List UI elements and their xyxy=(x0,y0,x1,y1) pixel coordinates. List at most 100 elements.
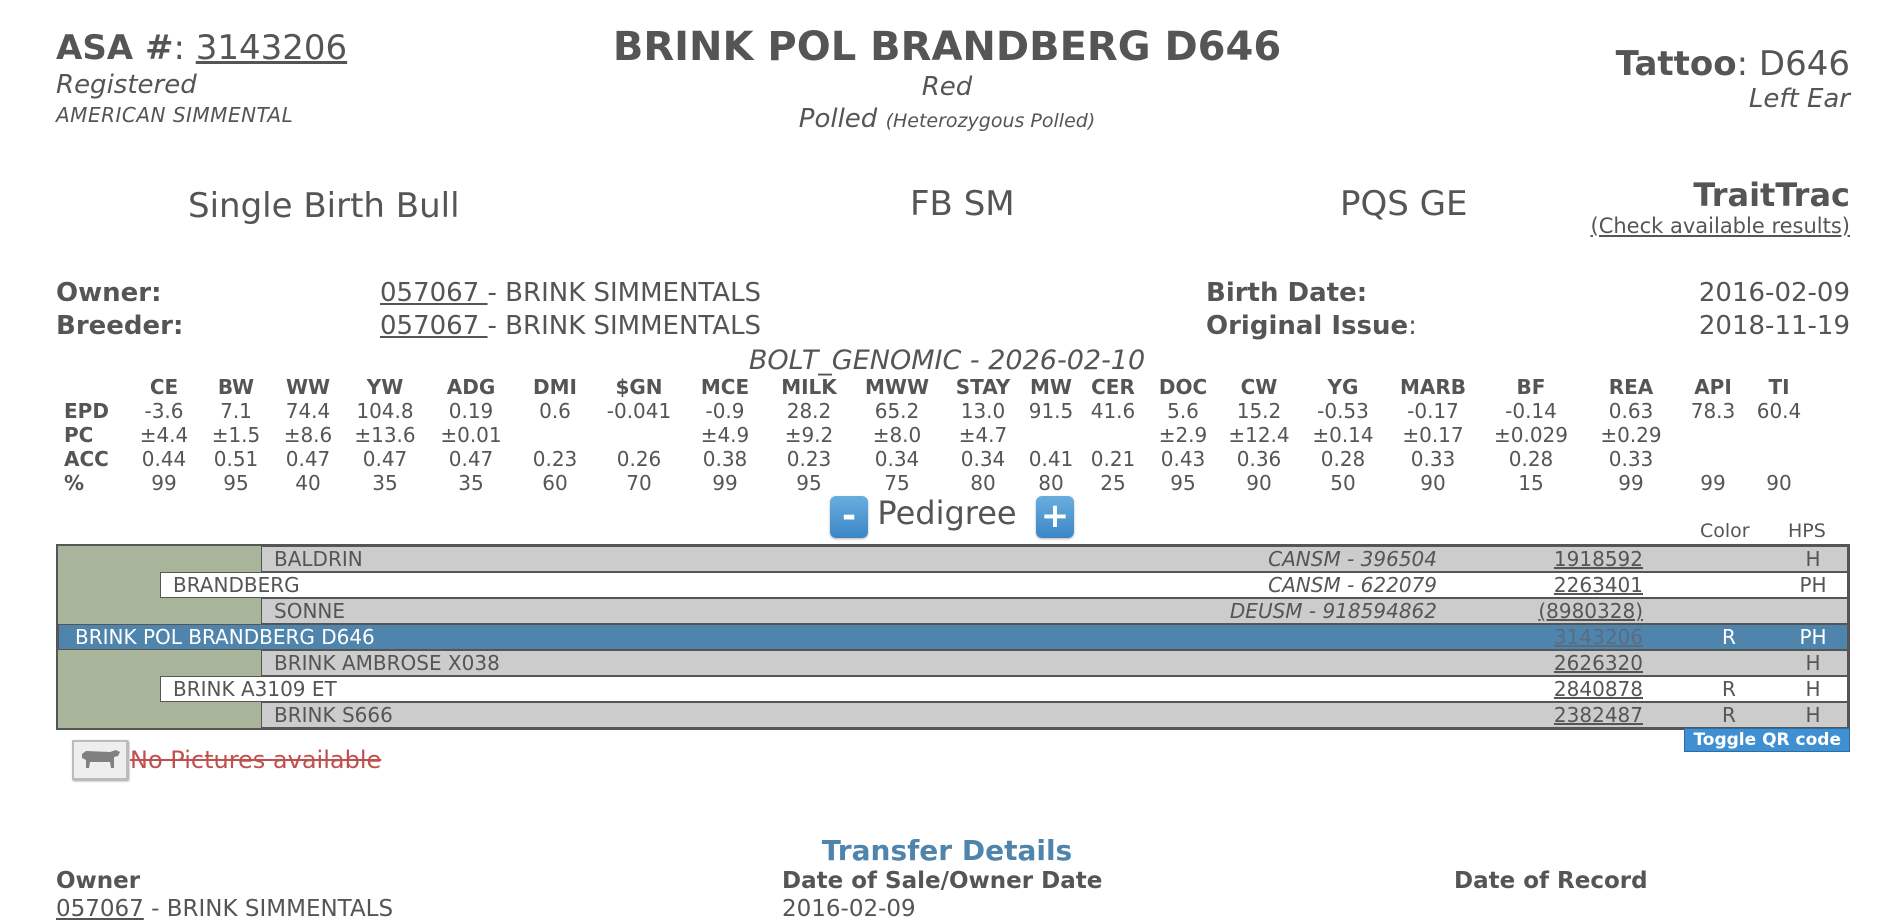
epd-col-mce: MCE xyxy=(700,375,750,399)
epd-cell: 74.4 xyxy=(285,399,331,423)
pedigree-reg-link[interactable]: 2382487 xyxy=(1553,703,1643,727)
asa-label: ASA # xyxy=(56,28,174,68)
epd-cell: 99 xyxy=(1700,471,1726,495)
transfer-owner-label: Owner xyxy=(56,868,141,894)
original-issue: Original Issue: xyxy=(1206,311,1417,341)
epd-cell: 80 xyxy=(970,471,996,495)
epd-corner xyxy=(56,375,128,399)
toggle-qr-button[interactable]: Toggle QR code xyxy=(1684,728,1850,752)
epd-col-mww: MWW xyxy=(864,375,930,399)
owner-id-link[interactable]: 057067 xyxy=(380,278,488,308)
epd-cell: -3.6 xyxy=(144,399,184,423)
epd-row-label: PC xyxy=(64,423,94,447)
epd-cell: ±13.6 xyxy=(354,423,416,447)
breeder-value: 057067 - BRINK SIMMENTALS xyxy=(380,311,761,341)
date-of-record-label: Date of Record xyxy=(1454,868,1648,894)
epd-table: CE BW WW YW ADG DMI $GN MCE MILK MWW STAY MW CER DOC C… xyxy=(56,375,1812,495)
pedigree-reg-link[interactable]: (8980328) xyxy=(1538,599,1643,623)
pedigree-name[interactable]: BRINK S666 xyxy=(274,703,393,727)
epd-cell: 99 xyxy=(1618,471,1644,495)
epd-cell: ±0.17 xyxy=(1402,423,1464,447)
epd-col-stay: STAY xyxy=(955,375,1011,399)
epd-cell: 0.28 xyxy=(1320,447,1366,471)
pedigree-reg-link[interactable]: 2626320 xyxy=(1553,651,1643,675)
epd-cell: 0.47 xyxy=(362,447,408,471)
pedigree-row-dam-sire[interactable]: BRINK AMBROSE X038 2626320 H xyxy=(261,650,1848,676)
pedigree-row-subject[interactable]: BRINK POL BRANDBERG D646 3143206 R PH xyxy=(58,624,1848,650)
pedigree-row-dam[interactable]: BRINK A3109 ET 2840878 R H xyxy=(160,676,1848,702)
pedigree-expand-button[interactable]: + xyxy=(1036,496,1074,538)
epd-col-yw: YW xyxy=(366,375,404,399)
epd-cell xyxy=(1680,447,1746,471)
transfer-owner-name: - BRINK SIMMENTALS xyxy=(143,896,394,922)
epd-cell: ±2.9 xyxy=(1158,423,1208,447)
epd-cell: ±4.9 xyxy=(700,423,750,447)
epd-cell: ±1.5 xyxy=(211,423,261,447)
epd-cell: 0.41 xyxy=(1028,447,1074,471)
epd-col-yg: YG xyxy=(1327,375,1359,399)
breeder-id-link[interactable]: 057067 xyxy=(380,311,488,341)
epd-cell: 0.26 xyxy=(616,447,662,471)
transfer-owner-id-link[interactable]: 057067 xyxy=(56,896,144,922)
epd-cell: 0.28 xyxy=(1508,447,1554,471)
epd-cell: 95 xyxy=(1170,471,1196,495)
animal-name: BRINK POL BRANDBERG D646 xyxy=(612,24,1282,70)
pedigree-reg-link[interactable]: 1918592 xyxy=(1553,547,1643,571)
date-of-sale: 2016-02-09 xyxy=(782,896,916,922)
pedigree-hps: H xyxy=(1805,677,1821,701)
pedigree-name[interactable]: SONNE xyxy=(274,599,345,623)
epd-cell: 0.34 xyxy=(960,447,1006,471)
pedigree-foreign-reg: CANSM - 396504 xyxy=(1268,547,1437,571)
polled-detail: (Heterozygous Polled) xyxy=(885,110,1096,132)
breeder-name: - BRINK SIMMENTALS xyxy=(487,311,762,341)
epd-cell: 90 xyxy=(1246,471,1272,495)
pedigree-row-sire[interactable]: BRANDBERG CANSM - 622079 2263401 PH xyxy=(160,572,1848,598)
pedigree-name[interactable]: BALDRIN xyxy=(274,547,363,571)
epd-cell: 0.23 xyxy=(532,447,578,471)
epd-cell: 0.23 xyxy=(786,447,832,471)
pedigree-row-sire-sire[interactable]: BALDRIN CANSM - 396504 1918592 H xyxy=(261,546,1848,572)
pedigree-title: Pedigree xyxy=(877,494,1017,532)
epd-cell: 0.47 xyxy=(448,447,494,471)
pedigree-row-sire-dam[interactable]: SONNE DEUSM - 918594862 (8980328) xyxy=(261,598,1848,624)
epd-cell: 25 xyxy=(1100,471,1126,495)
epd-cell: -0.53 xyxy=(1317,399,1369,423)
epd-cell: 15.2 xyxy=(1236,399,1282,423)
epd-col-bw: BW xyxy=(217,375,255,399)
epd-col-marb: MARB xyxy=(1399,375,1467,399)
date-of-sale-label: Date of Sale/Owner Date xyxy=(782,868,1103,894)
pedigree-reg-link[interactable]: 3143206 xyxy=(1553,625,1643,649)
breed-association: AMERICAN SIMMENTAL xyxy=(56,103,294,127)
epd-cell: 95 xyxy=(223,471,249,495)
epd-cell xyxy=(1078,423,1148,447)
cow-icon xyxy=(72,740,128,780)
pedigree-foreign-reg: DEUSM - 918594862 xyxy=(1229,599,1437,623)
epd-cell: 28.2 xyxy=(786,399,832,423)
pedigree-name[interactable]: BRINK POL BRANDBERG D646 xyxy=(75,625,375,649)
epd-cell: 40 xyxy=(295,471,321,495)
birth-date-label: Birth Date: xyxy=(1206,278,1368,308)
epd-header-row: CE BW WW YW ADG DMI $GN MCE MILK MWW STAY MW CER DOC C… xyxy=(56,375,1812,399)
pqs-status: PQS GE xyxy=(1340,184,1468,224)
registration-status: Registered xyxy=(56,70,197,100)
epd-cell xyxy=(516,423,594,447)
pedigree-name[interactable]: BRINK AMBROSE X038 xyxy=(274,651,500,675)
pedigree-name[interactable]: BRINK A3109 ET xyxy=(173,677,337,701)
epd-cell: 0.6 xyxy=(539,399,571,423)
pedigree-name[interactable]: BRANDBERG xyxy=(173,573,300,597)
pedigree-reg-link[interactable]: 2263401 xyxy=(1553,573,1643,597)
pedigree-reg-link[interactable]: 2840878 xyxy=(1553,677,1643,701)
pedigree-collapse-button[interactable]: - xyxy=(830,496,868,538)
asa-number-link[interactable]: 3143206 xyxy=(195,28,348,68)
pedigree-color: R xyxy=(1722,677,1736,701)
tattoo-value: D646 xyxy=(1758,44,1850,84)
epd-cell xyxy=(1024,423,1078,447)
epd-cell: 78.3 xyxy=(1690,399,1736,423)
epd-row: % 99 95 40 35 35 60 70 99 95 75 80 80 25 95 90 50 90 15 99 9… xyxy=(56,471,1812,495)
breeder-label: Breeder: xyxy=(56,311,184,341)
pedigree-row-dam-dam[interactable]: BRINK S666 2382487 R H xyxy=(261,702,1848,728)
epd-row-label: ACC xyxy=(64,447,109,471)
polled-status: Polled (Heterozygous Polled) xyxy=(0,104,1894,134)
traittrac-check-link[interactable]: (Check available results) xyxy=(1590,214,1850,238)
epd-cell: 0.38 xyxy=(702,447,748,471)
